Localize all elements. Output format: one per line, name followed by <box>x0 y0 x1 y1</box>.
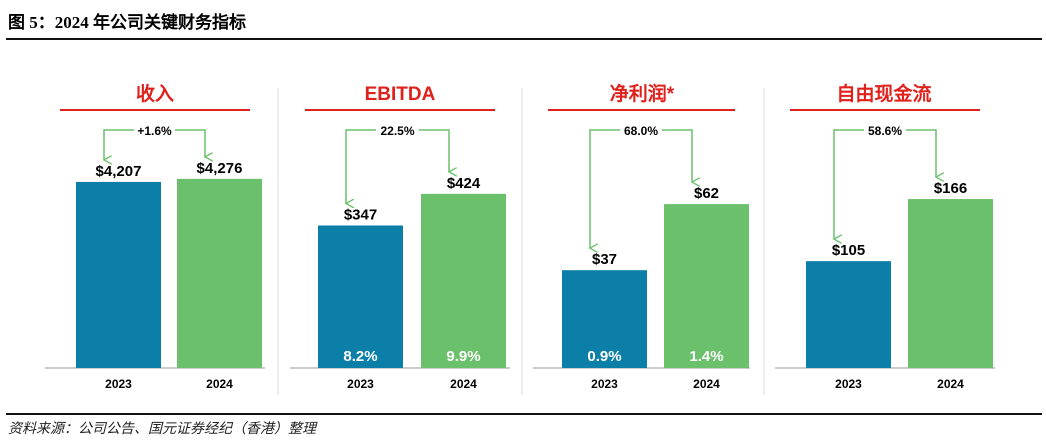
panel-2-arrow-left <box>346 129 376 203</box>
panel-3-arrow-right <box>662 129 692 182</box>
panel-3-change-label: 68.0% <box>624 124 658 138</box>
panel-4-arrow-left <box>834 129 864 239</box>
panel-1-change-label: +1.6% <box>137 124 172 138</box>
panel-3-tick-label-2024: 2024 <box>693 377 720 391</box>
panel-1-title: 收入 <box>136 82 174 105</box>
panel-1-arrow-right <box>175 129 205 157</box>
panel-2-change-label: 22.5% <box>380 124 414 138</box>
panel-1-tick-label-2023: 2023 <box>105 377 132 391</box>
panel-4-tick-label-2024: 2024 <box>937 377 964 391</box>
source-note: 资料来源：公司公告、国元证券经纪（香港）整理 <box>8 422 316 437</box>
panel-4-change-label: 58.6% <box>868 124 902 138</box>
panel-2-title: EBITDA <box>365 84 436 105</box>
panel-4-bar-2023 <box>806 261 891 368</box>
panel-3-arrow-left <box>590 129 620 248</box>
panel-1-value-label-2024: $4,276 <box>197 160 243 177</box>
panel-1-arrow-left <box>104 129 134 160</box>
top-rule <box>6 38 1042 40</box>
panel-1-tick-label-2024: 2024 <box>206 377 233 391</box>
panel-1-bar-2024 <box>177 178 262 368</box>
panel-2-bar-2024 <box>421 193 506 368</box>
bottom-rule <box>6 413 1042 415</box>
panel-3-title: 净利润* <box>610 82 675 105</box>
panel-2-arrow-right <box>419 129 449 172</box>
figure-title: 图 5：2024 年公司关键财务指标 <box>8 13 246 32</box>
panel-4-value-label-2024: $166 <box>934 180 967 197</box>
panel-4-title: 自由现金流 <box>836 82 931 105</box>
panel-3-tick-label-2023: 2023 <box>591 377 618 391</box>
panel-2-value-label-2023: $347 <box>344 206 377 223</box>
panel-4-tick-label-2023: 2023 <box>835 377 862 391</box>
panel-3-bar-2023 <box>562 270 647 368</box>
panel-2-margin-label-2023: 8.2% <box>343 348 377 365</box>
panel-1-bar-2023 <box>76 181 161 368</box>
panel-3-value-label-2023: $37 <box>592 251 617 268</box>
panel-4-arrow-right <box>906 129 936 177</box>
panel-3-bar-2024 <box>664 204 749 368</box>
panel-3-margin-label-2024: 1.4% <box>689 348 723 365</box>
panel-4-bar-2024 <box>908 199 993 368</box>
panel-2-bar-2023 <box>318 225 403 368</box>
panel-2-tick-label-2024: 2024 <box>450 377 477 391</box>
panel-3-value-label-2024: $62 <box>694 185 719 202</box>
panel-2-margin-label-2024: 9.9% <box>446 348 480 365</box>
panel-4-value-label-2023: $105 <box>832 242 865 259</box>
panel-3-margin-label-2023: 0.9% <box>587 348 621 365</box>
panel-2-tick-label-2023: 2023 <box>347 377 374 391</box>
panel-1-value-label-2023: $4,207 <box>96 163 142 180</box>
panel-2-value-label-2024: $424 <box>447 175 481 192</box>
